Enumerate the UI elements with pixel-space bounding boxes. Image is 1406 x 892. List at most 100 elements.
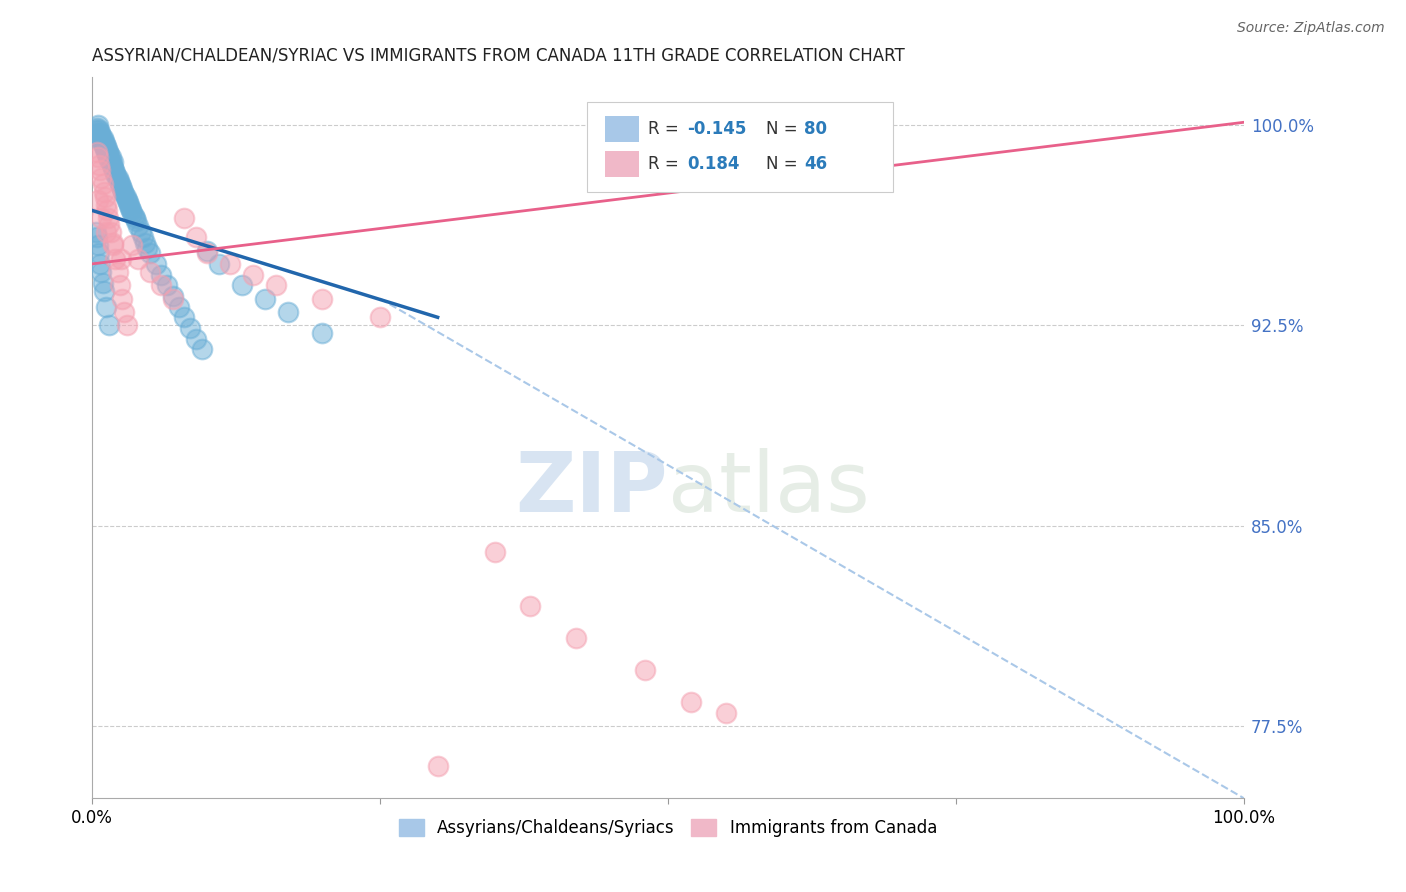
- Point: [90, 171, 112, 186]
- Point: [93, 134, 115, 148]
- Point: [277, 305, 299, 319]
- Text: N =: N =: [766, 155, 803, 173]
- Point: [111, 292, 134, 306]
- Point: [103, 163, 125, 178]
- Point: [86, 230, 108, 244]
- Point: [101, 161, 124, 175]
- Point: [93, 139, 115, 153]
- Point: [136, 241, 159, 255]
- Point: [714, 706, 737, 720]
- Point: [87, 126, 110, 140]
- Point: [94, 139, 117, 153]
- Point: [110, 252, 132, 266]
- Point: [86, 145, 108, 159]
- Point: [90, 134, 112, 148]
- Point: [484, 545, 506, 559]
- Point: [84, 225, 107, 239]
- Point: [84, 123, 107, 137]
- Point: [90, 128, 112, 143]
- Point: [96, 203, 118, 218]
- Text: ZIP: ZIP: [516, 448, 668, 528]
- Point: [108, 177, 131, 191]
- Point: [101, 155, 124, 169]
- Point: [120, 203, 142, 218]
- Point: [156, 278, 179, 293]
- Point: [111, 182, 134, 196]
- Point: [100, 225, 122, 239]
- Point: [134, 235, 156, 250]
- Point: [195, 246, 218, 260]
- Point: [179, 321, 201, 335]
- Point: [519, 599, 541, 613]
- Point: [104, 166, 127, 180]
- Point: [97, 211, 120, 226]
- Point: [565, 631, 588, 645]
- Point: [368, 310, 391, 325]
- Point: [122, 209, 145, 223]
- Point: [190, 343, 212, 357]
- Text: R =: R =: [648, 120, 685, 138]
- Text: -0.145: -0.145: [688, 120, 747, 138]
- Text: Source: ZipAtlas.com: Source: ZipAtlas.com: [1237, 21, 1385, 35]
- Point: [120, 201, 142, 215]
- Point: [311, 292, 333, 306]
- Point: [129, 225, 152, 239]
- Point: [98, 147, 121, 161]
- Point: [114, 190, 136, 204]
- Point: [139, 246, 162, 260]
- Point: [87, 193, 110, 207]
- Point: [167, 300, 190, 314]
- Point: [89, 126, 111, 140]
- Point: [139, 265, 162, 279]
- FancyBboxPatch shape: [605, 151, 640, 178]
- Point: [162, 292, 184, 306]
- Point: [94, 190, 117, 204]
- Point: [91, 276, 114, 290]
- Text: 0.184: 0.184: [688, 155, 740, 173]
- Point: [127, 219, 149, 234]
- Point: [97, 150, 120, 164]
- Point: [94, 136, 117, 151]
- Point: [125, 214, 148, 228]
- Point: [100, 150, 122, 164]
- Point: [89, 131, 111, 145]
- Text: ASSYRIAN/CHALDEAN/SYRIAC VS IMMIGRANTS FROM CANADA 11TH GRADE CORRELATION CHART: ASSYRIAN/CHALDEAN/SYRIAC VS IMMIGRANTS F…: [93, 46, 905, 64]
- Point: [87, 150, 110, 164]
- Point: [108, 278, 131, 293]
- Point: [90, 265, 112, 279]
- Point: [87, 238, 110, 252]
- Text: 46: 46: [804, 155, 827, 173]
- Point: [94, 145, 117, 159]
- Point: [124, 211, 146, 226]
- Point: [101, 235, 124, 250]
- Point: [121, 206, 143, 220]
- Point: [98, 318, 121, 333]
- Point: [253, 292, 276, 306]
- Point: [242, 268, 264, 282]
- Point: [634, 663, 657, 677]
- Point: [162, 289, 184, 303]
- Point: [426, 759, 449, 773]
- Point: [91, 131, 114, 145]
- Point: [173, 310, 195, 325]
- Point: [117, 195, 139, 210]
- FancyBboxPatch shape: [605, 116, 640, 142]
- Point: [266, 278, 288, 293]
- Point: [89, 163, 111, 178]
- Text: R =: R =: [648, 155, 689, 173]
- Point: [311, 326, 333, 341]
- Point: [679, 118, 702, 132]
- Text: atlas: atlas: [668, 448, 870, 528]
- Point: [96, 147, 118, 161]
- Point: [86, 120, 108, 135]
- Point: [93, 284, 115, 298]
- Point: [98, 217, 121, 231]
- Point: [107, 171, 129, 186]
- Point: [679, 695, 702, 709]
- Point: [89, 257, 111, 271]
- Point: [94, 142, 117, 156]
- Point: [104, 252, 127, 266]
- Point: [87, 158, 110, 172]
- Point: [94, 198, 117, 212]
- FancyBboxPatch shape: [588, 102, 893, 193]
